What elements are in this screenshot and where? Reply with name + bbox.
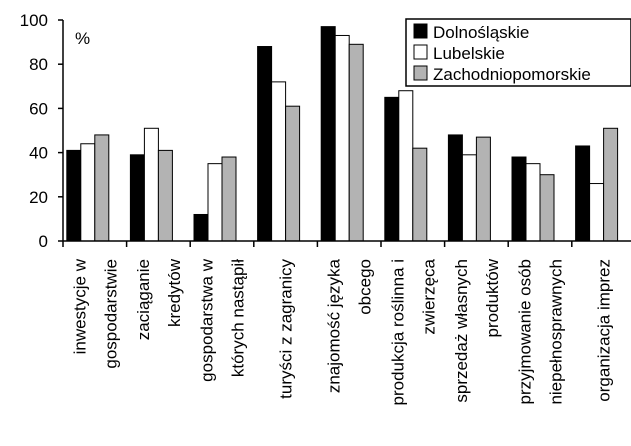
y-tick-label: 60 <box>29 99 48 118</box>
bar-1-4 <box>334 34 350 242</box>
x-tick-label: gospodarstwie <box>101 259 120 369</box>
bar-0-6 <box>447 134 463 242</box>
bar-0-4 <box>320 26 336 242</box>
bar-0-5 <box>384 96 400 242</box>
bar-1-3 <box>271 81 287 242</box>
legend-swatch <box>413 65 428 81</box>
x-tick-label: produktów <box>483 258 502 337</box>
bar-0-0 <box>66 149 82 242</box>
y-axis: 0 20 40 60 80 100 <box>20 11 64 251</box>
x-tick-label: organizacja imprez <box>595 259 614 402</box>
bar-2-0 <box>94 134 110 242</box>
y-tick-label: 20 <box>29 188 48 207</box>
legend-swatch <box>413 23 428 39</box>
y-tick-label: 0 <box>39 232 48 251</box>
legend-label: Dolnośląskie <box>433 23 529 42</box>
bar-1-1 <box>143 127 159 242</box>
x-axis: inwestycje w gospodarstwie zaciąganie kredy… <box>62 240 631 405</box>
x-tick-label: niepełnosprawnych <box>547 259 566 405</box>
x-tick-label: zaciąganie <box>134 259 153 340</box>
legend-label: Lubelskie <box>433 44 505 63</box>
x-tick-label: przyjmowanie osób <box>516 259 535 405</box>
x-tick-label: kredytów <box>165 258 184 327</box>
x-tick-label: sprzedaż własnych <box>452 259 471 403</box>
unit-label: % <box>75 29 90 48</box>
bar-1-6 <box>461 154 477 242</box>
legend: Dolnośląskie Lubelskie Zachodniopomorskie <box>405 18 631 87</box>
bar-2-2 <box>221 156 237 242</box>
bar-0-3 <box>257 46 273 242</box>
bar-2-5 <box>412 147 428 242</box>
y-tick-label: 100 <box>20 11 48 30</box>
bar-2-8 <box>603 127 619 242</box>
bars <box>66 26 619 242</box>
x-tick-label: obcego <box>356 259 375 315</box>
bar-0-2 <box>193 213 209 242</box>
bar-2-7 <box>539 174 555 242</box>
bar-1-8 <box>589 183 605 242</box>
x-tick-label: inwestycje w <box>70 258 89 354</box>
bar-0-7 <box>511 156 527 242</box>
bar-1-2 <box>207 163 223 242</box>
x-tick-label: których nastąpił <box>229 259 248 377</box>
y-tick-label: 40 <box>29 144 48 163</box>
x-tick-label: gospodarstwa w <box>198 258 217 382</box>
bar-2-4 <box>348 43 364 242</box>
x-tick-label: produkcja roślinna i <box>388 259 407 405</box>
legend-label: Zachodniopomorskie <box>433 65 591 84</box>
bar-0-1 <box>129 154 145 242</box>
y-tick-label: 80 <box>29 55 48 74</box>
bar-2-6 <box>475 136 491 242</box>
bar-1-7 <box>525 163 541 242</box>
legend-swatch <box>413 44 428 60</box>
x-tick-label: znajomość języka <box>325 258 344 393</box>
legend-box <box>405 18 631 87</box>
x-tick-label: turyści z zagranicy <box>277 259 296 399</box>
bar-2-3 <box>285 105 301 242</box>
bar-1-5 <box>398 90 414 242</box>
bar-2-1 <box>157 149 173 242</box>
bar-0-8 <box>575 145 591 242</box>
x-tick-label: zwierzęca <box>419 258 438 334</box>
bar-1-0 <box>80 143 96 242</box>
